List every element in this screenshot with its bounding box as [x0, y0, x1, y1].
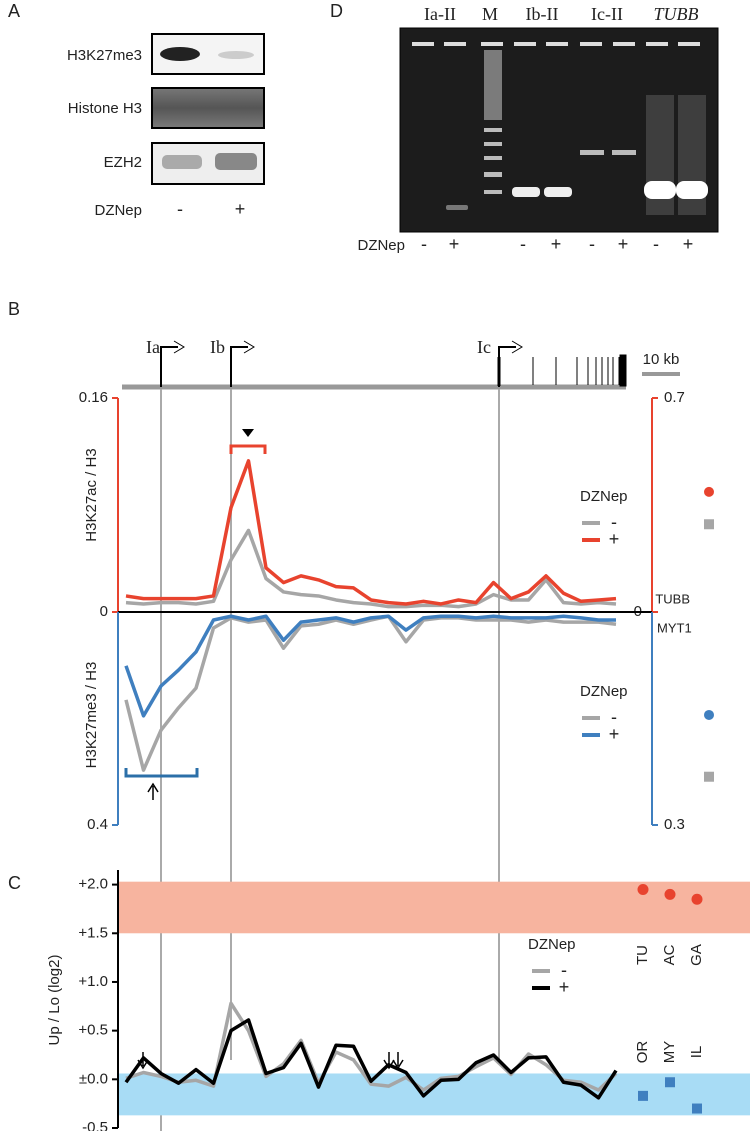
side-point [692, 1103, 702, 1114]
lane-label: M [482, 4, 498, 24]
treatment-label: DZNep [357, 237, 405, 254]
group-label: IL [688, 1046, 705, 1059]
promoter-label: Ia [146, 337, 160, 357]
y-axis-label: H3K27me3 / H3 [83, 662, 100, 769]
condition: - [177, 199, 183, 219]
y-tick-label: ±0.0 [79, 1070, 108, 1087]
legend-title: DZNep [528, 936, 576, 953]
y2-tick-label: 0.3 [664, 816, 685, 833]
y2-axis-label: MYT1 [657, 620, 692, 635]
legend-label: + [559, 977, 570, 997]
side-point [704, 486, 714, 497]
data-line [125, 528, 617, 609]
band [118, 1073, 750, 1116]
y-tick-label: +0.5 [78, 1022, 108, 1039]
side-point [704, 709, 714, 720]
legend-label: + [609, 529, 620, 549]
y-tick-label: 0.16 [79, 389, 108, 406]
group-label: MY [661, 1041, 678, 1064]
band [118, 881, 750, 934]
scale-label: 10 kb [643, 351, 680, 368]
lane-label: Ib-II [526, 4, 559, 24]
data-line [125, 459, 617, 606]
y2-axis-label: TUBB [655, 591, 690, 606]
side-point [691, 893, 703, 905]
side-point [664, 888, 676, 900]
condition: - [653, 234, 659, 254]
side-point [665, 1077, 675, 1088]
legend-label: - [611, 512, 617, 532]
side-point [704, 771, 714, 782]
condition: + [449, 234, 460, 254]
data-line [124, 614, 617, 772]
guide-lines [160, 389, 500, 1131]
condition: - [520, 234, 526, 254]
condition: - [421, 234, 427, 254]
y-tick-label: +1.0 [78, 973, 108, 990]
panel-label: D [330, 1, 343, 21]
data-line [124, 614, 616, 718]
group-label: TU [634, 945, 651, 965]
blot-a [151, 33, 265, 185]
lane-label: Ia-II [424, 4, 456, 24]
annotations [124, 429, 404, 1070]
row-label: H3K27me3 [67, 47, 142, 64]
y-tick-label: -0.5 [82, 1119, 108, 1131]
condition: + [235, 199, 246, 219]
treatment-label: DZNep [94, 202, 142, 219]
data-line [124, 1018, 618, 1100]
y-tick-label: 0.4 [87, 816, 108, 833]
legend-label: - [611, 707, 617, 727]
side-point [637, 883, 649, 895]
legend-title: DZNep [580, 488, 628, 505]
group-label: AC [661, 944, 678, 965]
row-label: EZH2 [104, 154, 142, 171]
y-tick-label: +1.5 [78, 924, 108, 941]
y-axis-label: Up / Lo (log2) [46, 955, 63, 1046]
lane-label: TUBB [654, 4, 699, 24]
gene-map [122, 340, 680, 390]
y2-tick-label: 0.7 [664, 389, 685, 406]
legend-title: DZNep [580, 683, 628, 700]
gel [399, 27, 719, 233]
promoter-label: Ic [477, 337, 491, 357]
condition: + [551, 234, 562, 254]
panel-label: A [8, 1, 20, 21]
panel-label: C [8, 873, 21, 893]
legend-label: + [609, 724, 620, 744]
group-label: OR [634, 1041, 651, 1064]
condition: + [683, 234, 694, 254]
group-label: GA [688, 944, 705, 966]
legend-label: - [561, 960, 567, 980]
y-axis-label: H3K27ac / H3 [83, 448, 100, 541]
side-point [638, 1090, 648, 1101]
condition: - [589, 234, 595, 254]
y-tick-label: +2.0 [78, 876, 108, 893]
promoter-label: Ib [210, 337, 225, 357]
condition: + [618, 234, 629, 254]
lane-label: Ic-II [591, 4, 623, 24]
side-point [704, 519, 714, 530]
row-label: Histone H3 [68, 100, 142, 117]
y-tick-label: 0 [100, 603, 108, 620]
panel-label: B [8, 299, 20, 319]
